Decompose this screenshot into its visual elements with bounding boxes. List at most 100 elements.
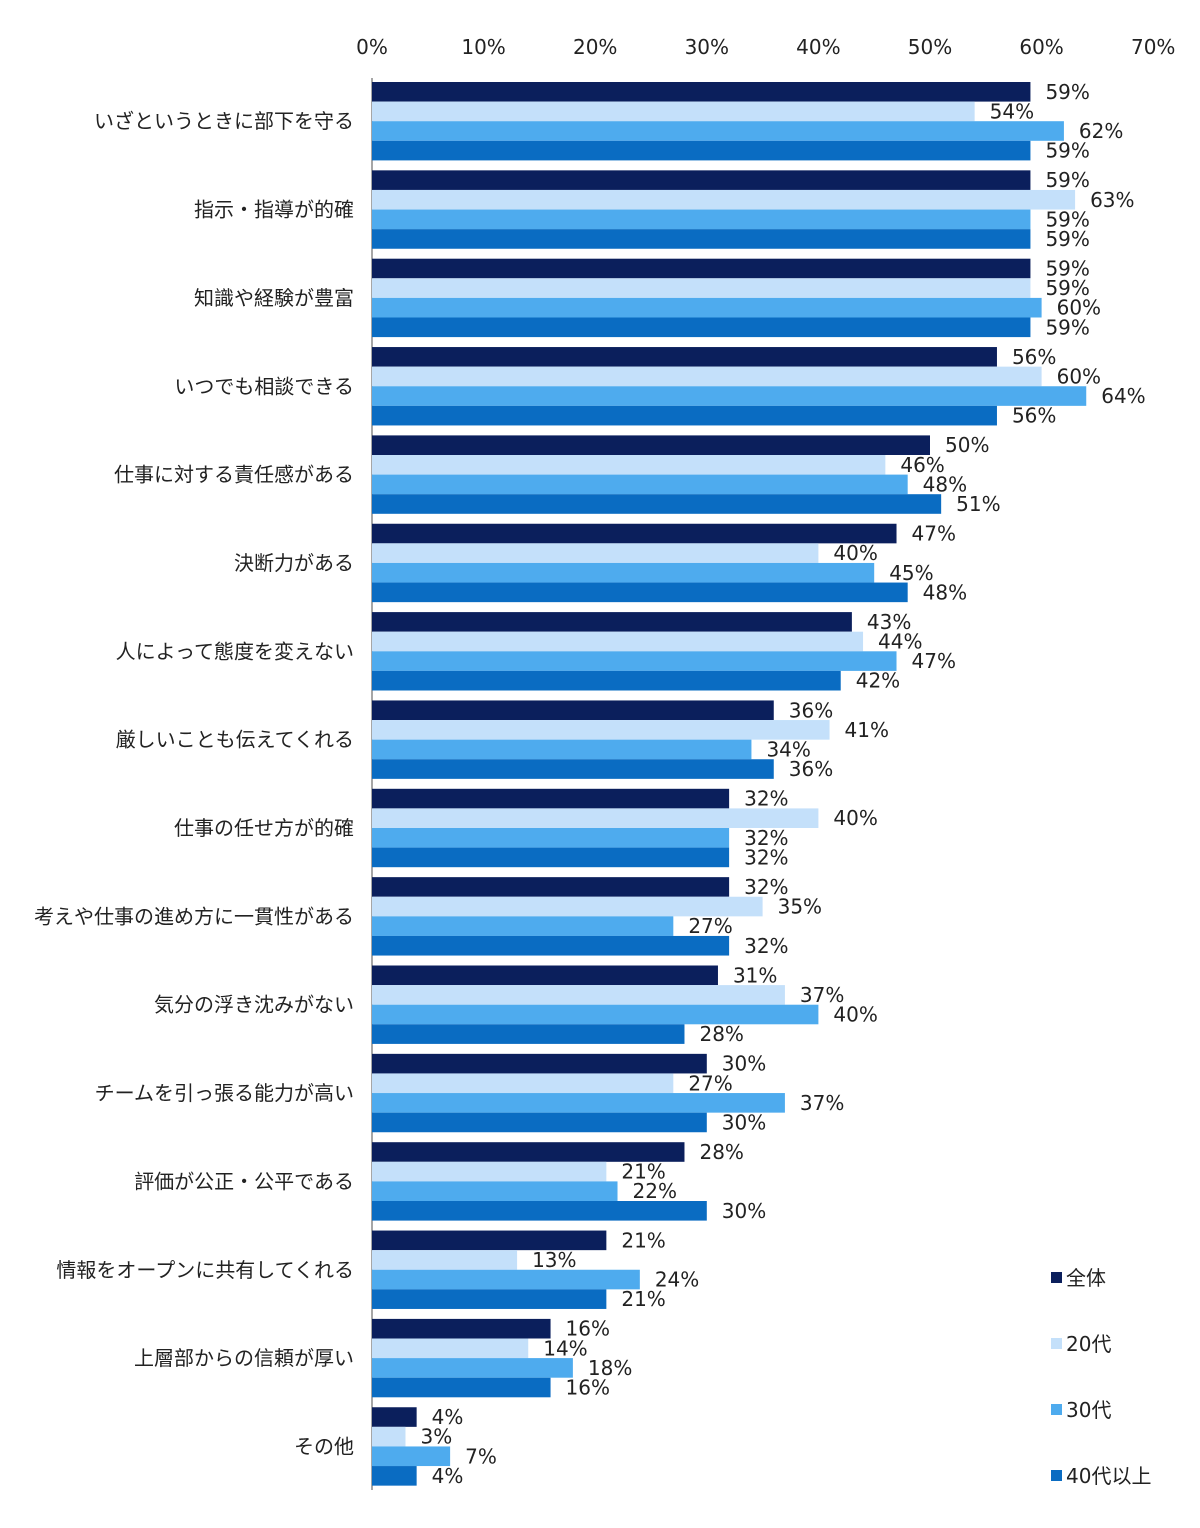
data-label: 42%	[856, 669, 900, 693]
data-label: 30%	[722, 1052, 766, 1076]
bar	[372, 1318, 551, 1339]
data-label: 59%	[1045, 207, 1089, 231]
data-label: 37%	[800, 1091, 844, 1115]
bar	[372, 720, 830, 740]
data-label: 60%	[1057, 364, 1101, 388]
data-label: 21%	[621, 1228, 665, 1252]
bar	[372, 1289, 607, 1309]
bar	[372, 670, 841, 691]
data-label: 3%	[420, 1425, 452, 1449]
data-label: 62%	[1079, 119, 1123, 143]
bar	[372, 1112, 707, 1133]
category-label: 知識や経験が豊富	[194, 286, 354, 310]
bar	[372, 1407, 417, 1427]
bar	[372, 1093, 785, 1113]
data-label: 35%	[778, 895, 822, 919]
data-label: 18%	[588, 1356, 632, 1380]
data-label: 30%	[722, 1110, 766, 1134]
legend-label: 40代以上	[1066, 1464, 1151, 1488]
data-label: 59%	[1045, 139, 1089, 163]
data-label: 36%	[789, 757, 833, 781]
category-label: 考えや仕事の進め方に一貫性がある	[34, 904, 354, 928]
bar	[372, 1377, 551, 1398]
bar	[372, 916, 674, 936]
bar	[372, 278, 1031, 298]
category-label: いざというときに部下を守る	[94, 109, 354, 133]
x-tick-label: 0%	[356, 35, 388, 59]
data-label: 30%	[722, 1199, 766, 1223]
bar	[372, 405, 997, 426]
data-label: 56%	[1012, 404, 1056, 428]
bar	[372, 543, 819, 563]
bar	[372, 1161, 607, 1182]
bar	[372, 170, 1031, 190]
bar	[372, 455, 886, 475]
x-tick-label: 60%	[1019, 35, 1063, 59]
category-label: 気分の浮き沈みがない	[154, 993, 354, 1017]
data-label: 36%	[789, 698, 833, 722]
category-label: 厳しいことも伝えてくれる	[116, 728, 354, 752]
bar	[372, 828, 730, 848]
bar	[372, 1053, 707, 1074]
data-label: 43%	[867, 610, 911, 634]
legend-label: 全体	[1066, 1266, 1106, 1290]
bar	[372, 1181, 618, 1201]
bar	[372, 985, 785, 1005]
data-label: 16%	[566, 1376, 610, 1400]
bar	[372, 435, 930, 455]
bar	[372, 523, 897, 544]
bar	[372, 1004, 819, 1025]
data-label: 4%	[432, 1464, 464, 1488]
data-label: 59%	[1045, 168, 1089, 192]
data-label: 27%	[688, 914, 732, 938]
bar	[372, 759, 774, 779]
bar	[372, 1446, 451, 1467]
bar	[372, 101, 975, 122]
category-label: 評価が公正・公平である	[134, 1169, 354, 1193]
data-label: 16%	[566, 1317, 610, 1341]
data-label: 63%	[1090, 188, 1134, 212]
data-label: 28%	[699, 1140, 743, 1164]
bar	[372, 808, 819, 828]
bar	[372, 1358, 573, 1378]
legend-swatch	[1051, 1470, 1062, 1481]
data-label: 32%	[744, 787, 788, 811]
bar	[372, 140, 1031, 161]
x-tick-label: 70%	[1131, 35, 1175, 59]
data-label: 32%	[744, 826, 788, 850]
bar	[372, 1201, 707, 1221]
data-label: 40%	[833, 1003, 877, 1027]
data-label: 21%	[621, 1287, 665, 1311]
bar	[372, 877, 730, 897]
bar	[372, 1269, 640, 1290]
bar	[372, 1338, 529, 1359]
category-label: 仕事の任せ方が的確	[174, 816, 354, 840]
legend-swatch	[1051, 1272, 1062, 1283]
category-label: いつでも相談できる	[174, 374, 354, 398]
bar	[372, 1073, 674, 1094]
bar	[372, 562, 875, 583]
data-label: 32%	[744, 934, 788, 958]
data-label: 59%	[1045, 276, 1089, 300]
data-label: 14%	[543, 1336, 587, 1360]
data-label: 21%	[621, 1160, 665, 1184]
category-label: 指示・指導が的確	[194, 198, 354, 222]
category-label: 人によって態度を変えない	[116, 639, 354, 663]
x-tick-label: 50%	[908, 35, 952, 59]
data-label: 46%	[900, 453, 944, 477]
bar	[372, 258, 1031, 279]
bar	[372, 739, 752, 760]
bar	[372, 386, 1087, 406]
x-tick-label: 30%	[685, 35, 729, 59]
category-label: その他	[294, 1434, 354, 1458]
data-label: 40%	[833, 806, 877, 830]
data-label: 54%	[990, 99, 1034, 123]
data-label: 44%	[878, 630, 922, 654]
data-label: 59%	[1045, 257, 1089, 281]
bar	[372, 1426, 406, 1447]
category-label: 決断力がある	[234, 551, 354, 575]
x-tick-label: 10%	[461, 35, 505, 59]
data-label: 13%	[532, 1248, 576, 1272]
bar	[372, 700, 774, 721]
bar	[372, 896, 763, 917]
